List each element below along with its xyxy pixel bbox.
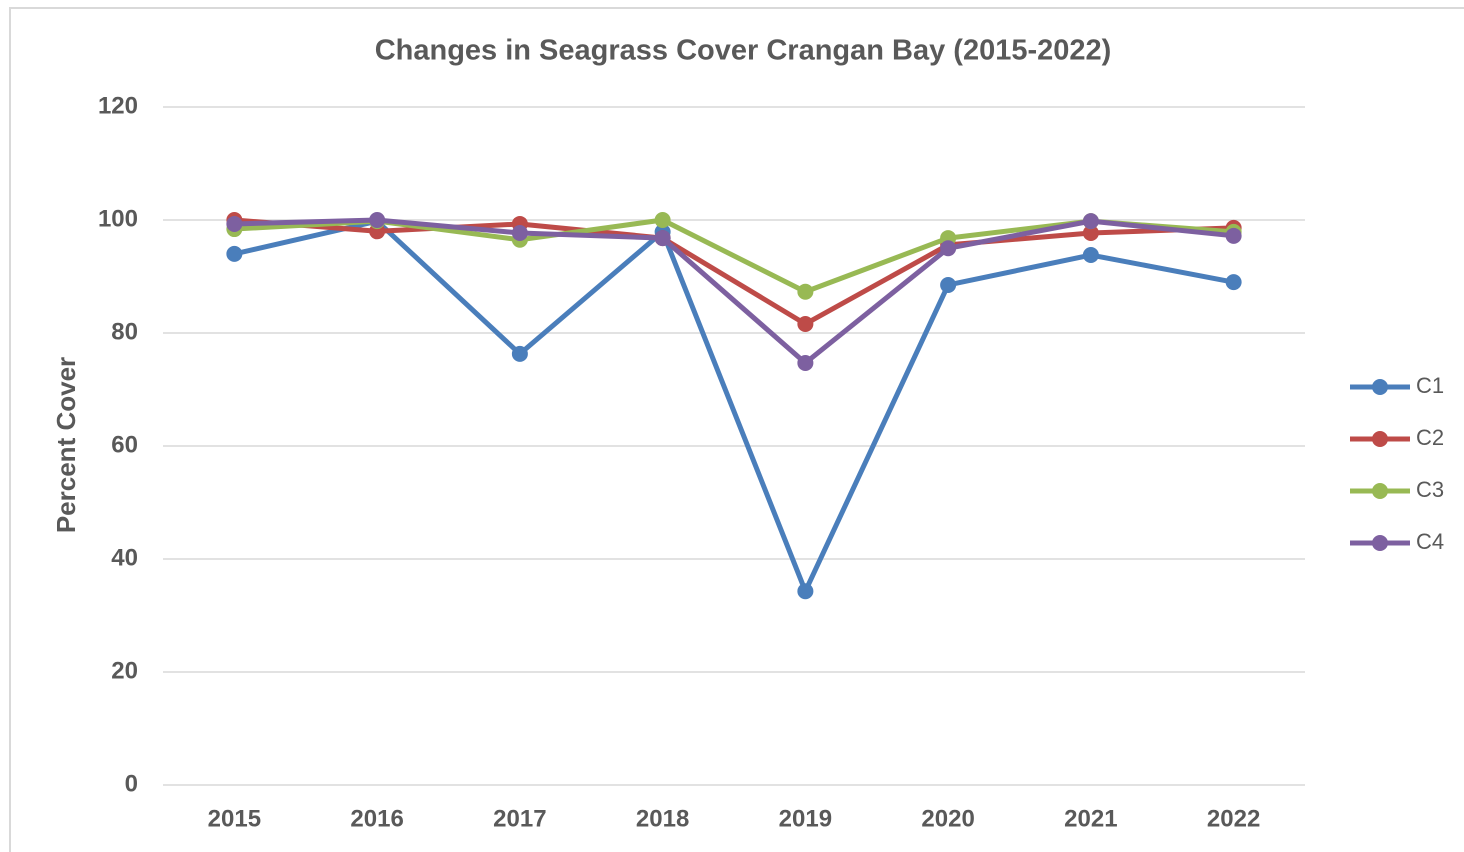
data-point [1225,274,1242,291]
series-line [234,217,1234,366]
data-point [940,276,957,293]
legend-label: C4 [1416,529,1444,554]
chart-border [9,7,1464,852]
data-point [1225,227,1242,244]
y-tick-label: 20 [111,657,138,684]
data-point [226,245,243,262]
legend-marker [1372,535,1388,551]
data-point [797,583,814,600]
series-line [233,218,1235,594]
y-tick-label: 40 [111,544,138,571]
x-tick-label: 2016 [350,805,403,832]
data-point [226,215,243,232]
data-point [1082,247,1099,264]
data-point [654,212,671,228]
x-tick-label: 2022 [1207,805,1260,832]
y-tick-label: 120 [98,92,138,119]
y-tick-label: 80 [111,318,138,345]
series-line [234,217,1234,327]
legend-marker [1372,379,1388,395]
x-tick-label: 2018 [636,805,689,832]
data-point [369,212,386,228]
y-tick-label: 60 [111,431,138,458]
data-point [797,283,814,300]
legend-marker [1372,431,1388,447]
y-tick-label: 100 [98,205,138,232]
y-axis-label: Percent Cover [51,357,81,533]
x-tick-label: 2021 [1064,805,1117,832]
data-point [511,345,528,362]
chart-title: Changes in Seagrass Cover Crangan Bay (2… [375,35,1112,67]
legend-marker [1372,483,1388,499]
data-point [511,224,528,241]
legend-label: C2 [1416,425,1444,450]
data-point [797,354,814,371]
data-point [797,315,814,332]
x-tick-label: 2019 [779,805,832,832]
data-point [940,240,957,257]
y-tick-label: 0 [125,770,138,797]
legend-label: C3 [1416,477,1444,502]
legend-label: C1 [1416,373,1444,398]
data-point [654,230,671,247]
x-tick-label: 2015 [208,805,261,832]
x-tick-label: 2017 [493,805,546,832]
data-point [1082,224,1099,241]
data-point [1082,213,1099,230]
x-tick-label: 2020 [921,805,974,832]
